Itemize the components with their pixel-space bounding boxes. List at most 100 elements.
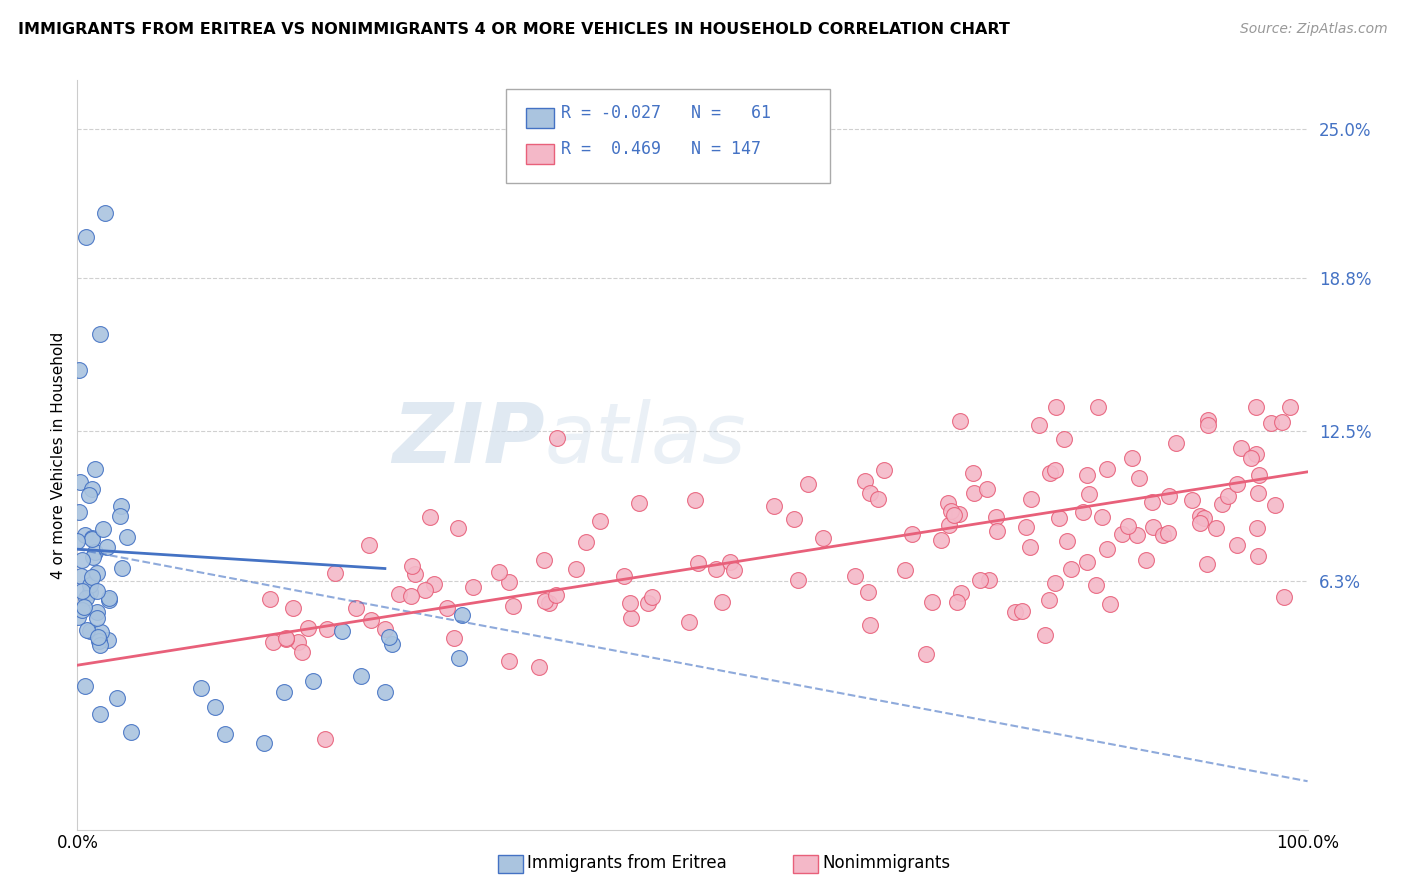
Point (297, 621, 319, 635)
Y-axis label: 4 or more Vehicles in Household: 4 or more Vehicles in Household (51, 331, 66, 579)
Point (1192, 511, 1215, 525)
Point (80, 483, 103, 497)
Point (856, 584, 879, 599)
Point (1260, 416, 1282, 430)
Point (330, 624, 353, 639)
Point (75, 230, 97, 244)
Point (977, 574, 1000, 588)
Point (1071, 504, 1094, 518)
Point (1019, 492, 1042, 507)
Point (641, 591, 664, 605)
Point (96, 540, 118, 554)
Point (281, 601, 304, 615)
Point (1188, 508, 1211, 523)
Point (77, 488, 100, 502)
Point (67, 505, 90, 519)
Point (939, 504, 962, 518)
Point (853, 474, 876, 488)
Point (938, 518, 960, 533)
Point (929, 533, 952, 547)
Point (1038, 592, 1060, 607)
Point (1126, 528, 1149, 542)
Point (893, 563, 915, 577)
Point (357, 538, 380, 552)
Point (962, 466, 984, 480)
Point (381, 637, 404, 651)
Point (868, 491, 890, 506)
Point (704, 561, 727, 575)
Point (75, 528, 97, 542)
Point (108, 508, 131, 523)
Point (388, 586, 411, 600)
Point (1004, 605, 1026, 619)
Point (1028, 417, 1050, 432)
Point (1053, 432, 1076, 446)
Point (80, 531, 103, 545)
Point (1011, 604, 1033, 618)
Point (1211, 497, 1233, 511)
Point (436, 601, 458, 615)
Point (1076, 555, 1098, 569)
Text: ZIP: ZIP (392, 400, 546, 481)
Point (1240, 451, 1263, 466)
Point (963, 485, 986, 500)
Point (797, 477, 820, 491)
Point (1244, 400, 1267, 414)
Point (1205, 521, 1227, 535)
Point (921, 595, 943, 609)
Point (287, 635, 309, 649)
Point (1056, 533, 1078, 548)
Point (105, 691, 128, 706)
Point (844, 568, 866, 582)
Text: R =  0.469   N = 147: R = 0.469 N = 147 (561, 140, 761, 158)
Point (323, 566, 346, 580)
Point (686, 556, 709, 570)
Point (79, 577, 101, 591)
Point (360, 613, 382, 627)
Point (1116, 519, 1139, 533)
Point (984, 510, 1007, 524)
Point (450, 607, 472, 622)
Point (1039, 467, 1062, 481)
Point (115, 530, 138, 544)
Point (214, 727, 236, 741)
Point (1135, 552, 1157, 566)
Point (613, 569, 636, 583)
Point (502, 599, 524, 613)
Point (1015, 520, 1038, 534)
Point (1197, 412, 1219, 426)
Point (73, 679, 96, 693)
Point (1076, 468, 1098, 483)
Point (1095, 542, 1118, 557)
Point (344, 600, 367, 615)
Point (533, 552, 555, 566)
Point (79, 585, 101, 599)
Point (1099, 597, 1122, 611)
Point (447, 521, 470, 535)
Point (1188, 516, 1211, 530)
Point (1272, 591, 1295, 605)
Point (1097, 462, 1119, 476)
Point (685, 492, 707, 507)
Point (94, 206, 117, 220)
Point (1142, 520, 1164, 534)
Point (1216, 489, 1239, 503)
Point (786, 573, 808, 587)
Point (72, 599, 94, 614)
Point (1181, 492, 1204, 507)
Point (544, 588, 567, 602)
Point (1045, 576, 1067, 591)
Point (1140, 494, 1163, 508)
Point (1157, 525, 1180, 540)
Point (859, 618, 882, 632)
Point (111, 560, 134, 574)
Point (948, 508, 970, 522)
Point (274, 632, 297, 647)
Point (711, 595, 734, 609)
Point (969, 573, 991, 587)
Point (399, 590, 422, 604)
Point (1264, 498, 1286, 512)
Point (350, 669, 373, 683)
Point (1244, 447, 1267, 461)
Point (374, 622, 396, 636)
